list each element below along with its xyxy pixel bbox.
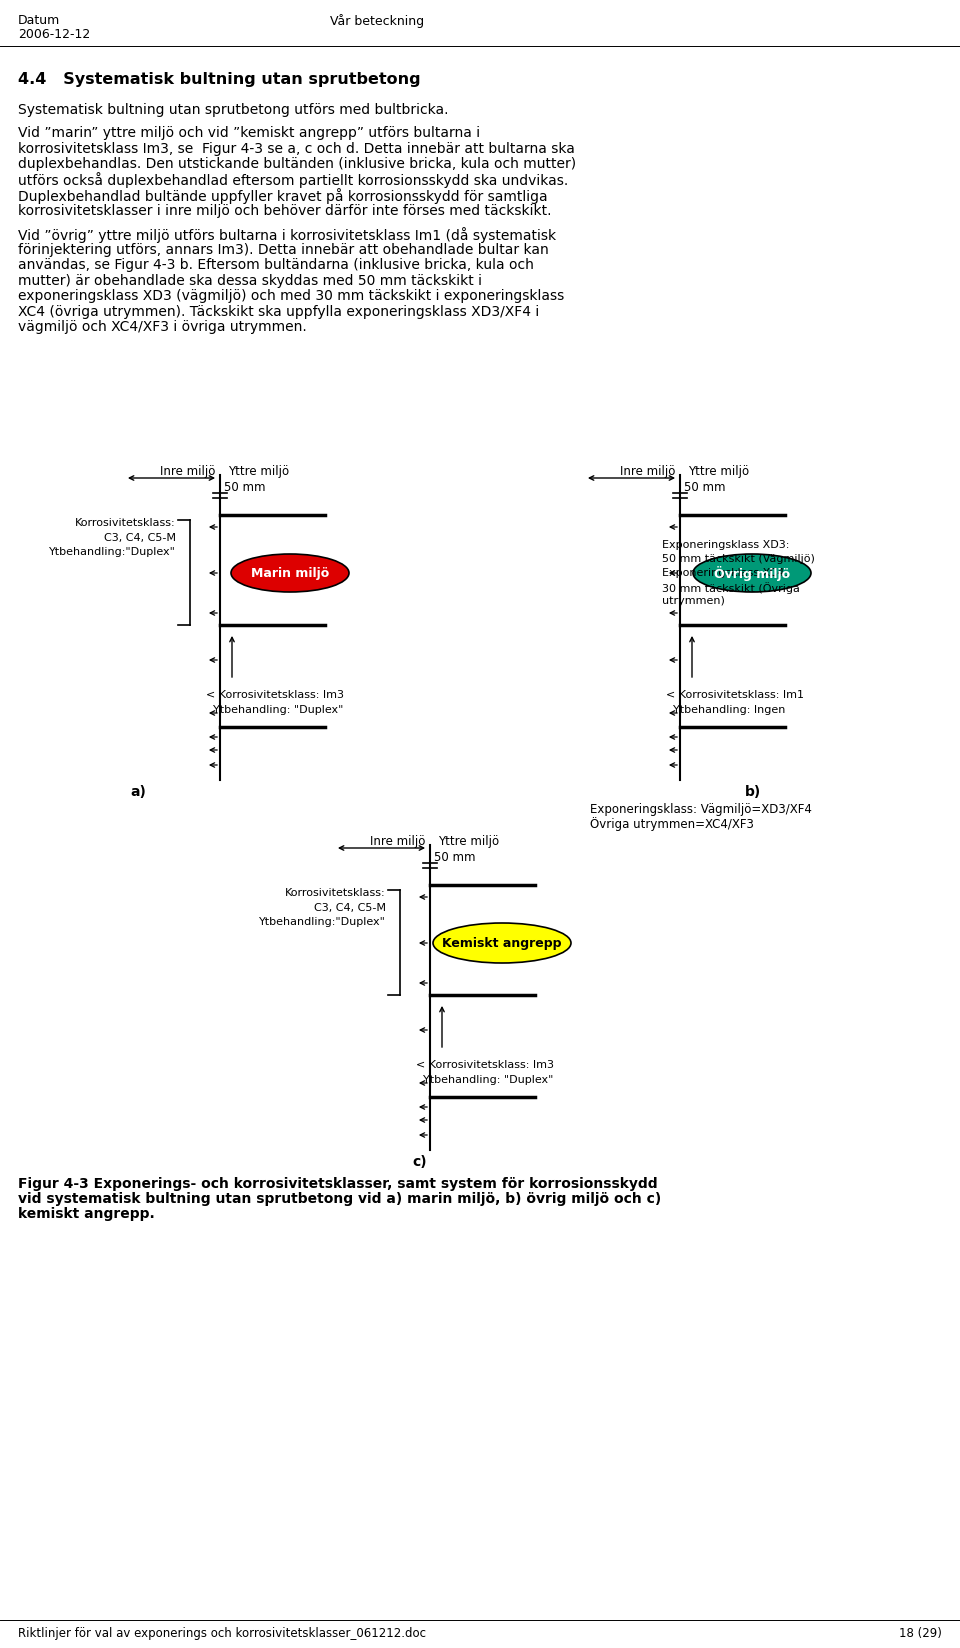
Ellipse shape — [693, 554, 811, 592]
Text: duplexbehandlas. Den utstickande bultänden (inklusive bricka, kula och mutter): duplexbehandlas. Den utstickande bultänd… — [18, 157, 576, 171]
Text: a): a) — [130, 784, 146, 799]
Text: 30 mm täckskikt (Övriga: 30 mm täckskikt (Övriga — [662, 582, 800, 593]
Text: Exponeringsklass XD3:: Exponeringsklass XD3: — [662, 541, 789, 550]
Text: korrosivitetsklass Im3, se  Figur 4-3 se a, c och d. Detta innebär att bultarna : korrosivitetsklass Im3, se Figur 4-3 se … — [18, 142, 575, 155]
Text: Yttre miljö: Yttre miljö — [438, 836, 499, 849]
Text: Marin miljö: Marin miljö — [251, 567, 329, 580]
Text: Duplexbehandlad bultände uppfyller kravet på korrosionsskydd för samtliga: Duplexbehandlad bultände uppfyller krave… — [18, 188, 547, 204]
Text: Systematisk bultning utan sprutbetong utförs med bultbricka.: Systematisk bultning utan sprutbetong ut… — [18, 104, 448, 117]
Text: 50 mm: 50 mm — [684, 481, 726, 494]
Text: Yttre miljö: Yttre miljö — [688, 465, 749, 478]
Text: exponeringsklass XD3 (vägmiljö) och med 30 mm täckskikt i exponeringsklass: exponeringsklass XD3 (vägmiljö) och med … — [18, 288, 564, 303]
Text: användas, se Figur 4-3 b. Eftersom bultändarna (inklusive bricka, kula och: användas, se Figur 4-3 b. Eftersom bultä… — [18, 259, 534, 272]
Text: 50 mm täckskikt (Vägmiljö): 50 mm täckskikt (Vägmiljö) — [662, 554, 815, 564]
Ellipse shape — [433, 923, 571, 962]
Text: b): b) — [745, 784, 761, 799]
Text: Datum: Datum — [18, 13, 60, 26]
Text: mutter) är obehandlade ska dessa skyddas med 50 mm täckskikt i: mutter) är obehandlade ska dessa skyddas… — [18, 274, 482, 287]
Text: Kemiskt angrepp: Kemiskt angrepp — [443, 936, 562, 949]
Text: 50 mm: 50 mm — [434, 850, 475, 864]
Text: Korrosivitetsklass:: Korrosivitetsklass: — [285, 888, 386, 898]
Text: förinjektering utförs, annars Im3). Detta innebär att obehandlade bultar kan: förinjektering utförs, annars Im3). Dett… — [18, 242, 549, 257]
Text: Vid ”marin” yttre miljö och vid ”kemiskt angrepp” utförs bultarna i: Vid ”marin” yttre miljö och vid ”kemiskt… — [18, 125, 480, 140]
Text: < Korrosivitetsklass: Im1: < Korrosivitetsklass: Im1 — [666, 691, 804, 700]
Text: 50 mm: 50 mm — [224, 481, 266, 494]
Text: 18 (29): 18 (29) — [900, 1627, 942, 1640]
Ellipse shape — [231, 554, 349, 592]
Text: Ytbehandling: "Duplex": Ytbehandling: "Duplex" — [206, 705, 344, 715]
Text: Exponeringsklass XC4:: Exponeringsklass XC4: — [662, 569, 788, 578]
Text: Riktlinjer för val av exponerings och korrosivitetsklasser_061212.doc: Riktlinjer för val av exponerings och ko… — [18, 1627, 426, 1640]
Text: c): c) — [413, 1155, 427, 1168]
Text: Ytbehandling: Ingen: Ytbehandling: Ingen — [666, 705, 785, 715]
Text: < Korrosivitetsklass: Im3: < Korrosivitetsklass: Im3 — [416, 1060, 554, 1070]
Text: Ytbehandling:"Duplex": Ytbehandling:"Duplex" — [259, 916, 386, 928]
Text: Vid ”övrig” yttre miljö utförs bultarna i korrosivitetsklass Im1 (då systematisk: Vid ”övrig” yttre miljö utförs bultarna … — [18, 227, 556, 242]
Text: Korrosivitetsklass:: Korrosivitetsklass: — [76, 517, 176, 527]
Text: Inre miljö: Inre miljö — [370, 836, 425, 849]
Text: Ytbehandling:"Duplex": Ytbehandling:"Duplex" — [49, 547, 176, 557]
Text: Övriga utrymmen=XC4/XF3: Övriga utrymmen=XC4/XF3 — [590, 817, 754, 831]
Text: 4.4   Systematisk bultning utan sprutbetong: 4.4 Systematisk bultning utan sprutbeton… — [18, 73, 420, 87]
Text: utförs också duplexbehandlad eftersom partiellt korrosionsskydd ska undvikas.: utförs också duplexbehandlad eftersom pa… — [18, 173, 568, 188]
Text: Yttre miljö: Yttre miljö — [228, 465, 289, 478]
Text: 2006-12-12: 2006-12-12 — [18, 28, 90, 41]
Text: kemiskt angrepp.: kemiskt angrepp. — [18, 1206, 155, 1221]
Text: Figur 4-3 Exponerings- och korrosivitetsklasser, samt system för korrosionsskydd: Figur 4-3 Exponerings- och korrosivitets… — [18, 1177, 658, 1192]
Text: korrosivitetsklasser i inre miljö och behöver därför inte förses med täckskikt.: korrosivitetsklasser i inre miljö och be… — [18, 203, 551, 218]
Text: Inre miljö: Inre miljö — [619, 465, 675, 478]
Text: vägmiljö och XC4/XF3 i övriga utrymmen.: vägmiljö och XC4/XF3 i övriga utrymmen. — [18, 320, 307, 335]
Text: Vår beteckning: Vår beteckning — [330, 13, 424, 28]
Text: Ytbehandling: "Duplex": Ytbehandling: "Duplex" — [416, 1074, 553, 1084]
Text: C3, C4, C5-M: C3, C4, C5-M — [104, 532, 176, 542]
Text: C3, C4, C5-M: C3, C4, C5-M — [314, 903, 386, 913]
Text: Exponeringsklass: Vägmiljö=XD3/XF4: Exponeringsklass: Vägmiljö=XD3/XF4 — [590, 803, 812, 816]
Text: utrymmen): utrymmen) — [662, 597, 725, 606]
Text: < Korrosivitetsklass: Im3: < Korrosivitetsklass: Im3 — [206, 691, 344, 700]
Text: Inre miljö: Inre miljö — [159, 465, 215, 478]
Text: XC4 (övriga utrymmen). Täckskikt ska uppfylla exponeringsklass XD3/XF4 i: XC4 (övriga utrymmen). Täckskikt ska upp… — [18, 305, 540, 318]
Text: Övrig miljö: Övrig miljö — [714, 565, 790, 580]
Text: vid systematisk bultning utan sprutbetong vid a) marin miljö, b) övrig miljö och: vid systematisk bultning utan sprutbeton… — [18, 1192, 661, 1206]
